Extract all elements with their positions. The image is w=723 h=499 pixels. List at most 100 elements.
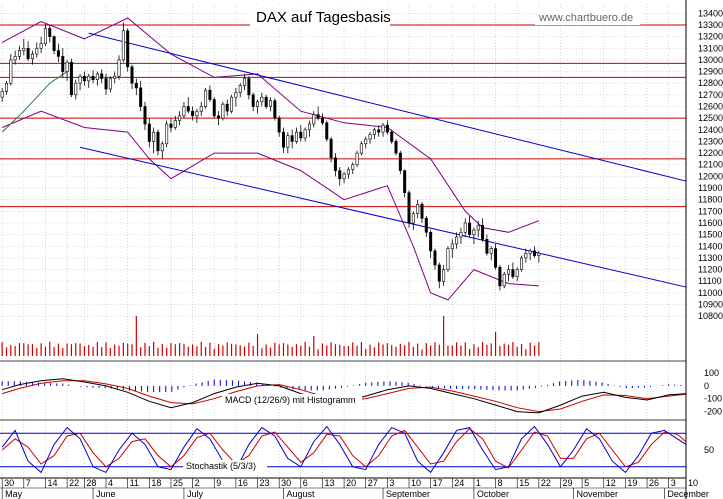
candle-body: [173, 120, 177, 128]
candle-body: [208, 89, 212, 100]
candle-body: [368, 134, 372, 140]
price-tick-label: 10900: [698, 300, 723, 310]
month-label: August: [286, 489, 315, 499]
month-label: December: [667, 489, 709, 499]
candle-body: [247, 78, 251, 96]
candle-body: [299, 131, 303, 139]
day-tick-label: 17: [433, 478, 443, 488]
candle-body: [403, 170, 407, 194]
candle-body: [303, 129, 307, 139]
candle-body: [147, 123, 151, 142]
candle-body: [186, 106, 190, 112]
day-tick-label: 28: [86, 478, 96, 488]
month-label: May: [5, 489, 23, 499]
candle-body: [533, 250, 537, 256]
channel-line-upper: [88, 32, 687, 182]
day-tick-label: 10: [411, 478, 421, 488]
candle-body: [286, 135, 290, 148]
chart-title: DAX auf Tagesbasis: [256, 9, 391, 26]
bollinger-upper-band: [1, 17, 539, 233]
candle-body: [269, 100, 273, 107]
candle-body: [316, 114, 320, 119]
candle-body: [446, 248, 450, 270]
moving-average-line: [1, 71, 68, 133]
stochastic-label: Stochastik (5/3/3): [186, 461, 256, 471]
candle-body: [377, 129, 381, 133]
day-tick-label: 30: [281, 478, 291, 488]
candle-body: [416, 204, 420, 214]
candle-body: [225, 103, 229, 112]
candle-body: [502, 273, 506, 287]
candle-body: [139, 87, 143, 107]
candle-body: [450, 243, 454, 249]
candle-body: [407, 192, 411, 224]
day-tick-label: 16: [238, 478, 248, 488]
candle-body: [429, 232, 433, 252]
day-tick-label: 22: [69, 478, 79, 488]
watermark: www.chartbuero.de: [538, 12, 633, 24]
day-tick-label: 12: [606, 478, 616, 488]
candle-body: [108, 78, 112, 90]
candles: [0, 22, 541, 291]
candle-body: [420, 204, 424, 219]
candle-body: [281, 131, 285, 148]
price-tick-label: 12500: [698, 113, 723, 123]
candle-body: [178, 115, 182, 121]
day-tick-label: 6: [303, 478, 308, 488]
candle-body: [160, 143, 164, 152]
day-tick-label: 18: [151, 478, 161, 488]
candle-body: [113, 75, 117, 79]
candle-body: [35, 47, 39, 55]
month-label: November: [576, 489, 618, 499]
trend-channel: [79, 32, 687, 288]
candle-body: [143, 106, 147, 125]
day-tick-label: 25: [173, 478, 183, 488]
candle-body: [48, 28, 52, 37]
candle-body: [43, 28, 47, 44]
candle-body: [221, 103, 225, 119]
price-tick-label: 11400: [698, 241, 722, 251]
candle-body: [117, 59, 121, 77]
price-tick-label: 11500: [698, 230, 722, 240]
stoch-tick-label: 50: [704, 445, 714, 455]
candle-body: [524, 252, 528, 259]
candle-body: [290, 135, 294, 142]
candle-body: [424, 218, 428, 233]
price-tick-label: 11900: [698, 183, 722, 193]
day-tick-label: 20: [346, 478, 356, 488]
candle-body: [126, 30, 130, 68]
candle-body: [390, 131, 394, 142]
candle-body: [91, 75, 95, 81]
candle-body: [78, 75, 82, 84]
day-tick-label: 19: [627, 478, 637, 488]
candle-body: [411, 213, 415, 224]
candle-body: [264, 96, 268, 107]
candle-body: [511, 269, 515, 277]
candle-body: [355, 152, 359, 166]
bollinger-lower-band: [2, 110, 539, 301]
price-tick-label: 12000: [698, 171, 723, 181]
candle-body: [364, 138, 368, 145]
day-tick-label: 3: [671, 478, 676, 488]
price-tick-label: 12200: [698, 148, 723, 158]
candle-body: [372, 129, 376, 135]
candle-body: [468, 222, 472, 235]
month-label: October: [477, 489, 509, 499]
day-tick-label: 1: [476, 478, 481, 488]
price-tick-label: 13200: [698, 32, 723, 42]
candle-body: [437, 264, 441, 282]
price-tick-label: 12800: [698, 78, 723, 88]
day-tick-label: 24: [454, 478, 464, 488]
day-tick-label: 2: [195, 478, 200, 488]
day-tick-label: 22: [541, 478, 551, 488]
macd-label-box: [222, 394, 362, 406]
macd-tick-label: -100: [704, 394, 722, 404]
price-tick-label: 13400: [698, 8, 723, 18]
candle-body: [39, 43, 43, 49]
candle-body: [104, 78, 108, 90]
day-tick-label: 10: [688, 478, 698, 488]
candle-body: [494, 248, 498, 268]
candle-body: [13, 56, 17, 61]
candle-body: [17, 50, 21, 57]
